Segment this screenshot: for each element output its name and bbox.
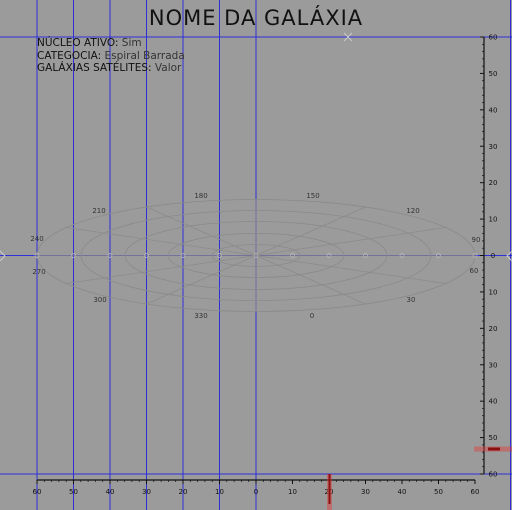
center-line-tick: [217, 253, 222, 258]
angle-label: 210: [92, 207, 105, 215]
info-row-satellites: GALÁXIAS SATÉLITES: Valor: [37, 62, 185, 75]
center-line-tick: [144, 253, 149, 258]
right-axis-label: 0: [491, 252, 495, 260]
right-axis-label: 10: [489, 288, 498, 296]
center-line-tick: [34, 253, 40, 258]
position-markers[interactable]: [327, 446, 512, 510]
center-line-tick: [71, 253, 76, 258]
bottom-axis-label: 60: [33, 488, 42, 496]
center-line-tick: [253, 253, 259, 258]
bottom-axis-label: 30: [142, 488, 151, 496]
right-axis-label: 40: [489, 398, 498, 406]
polar-spoke: [255, 255, 446, 284]
right-axis-label: 60: [489, 471, 498, 479]
right-axis-label: 30: [489, 361, 498, 369]
right-axis-label: 50: [489, 434, 498, 442]
bottom-axis-label: 40: [106, 488, 115, 496]
center-line-tick: [290, 253, 295, 258]
angle-labels: 0 30 60 90 120 150 180 210 240 270 300 330: [30, 192, 480, 320]
info-panel: NÚCLEO ATIVO: Sim CATEGOCIA: Espiral Bar…: [37, 37, 185, 75]
right-marker: [488, 447, 500, 451]
center-line-tick: [107, 253, 113, 258]
galaxy-name-title: NOME DA GALÁXIA: [148, 6, 364, 30]
bottom-axis-label: 20: [179, 488, 188, 496]
polar-spoke: [255, 227, 446, 256]
info-label-category: CATEGOCIA:: [37, 49, 102, 62]
bottom-axis-label: 50: [69, 488, 78, 496]
polar-spoke: [255, 255, 366, 305]
bottom-axis-label: 10: [288, 488, 297, 496]
right-axis-label: 10: [489, 216, 498, 224]
info-value-satellites: Valor: [154, 62, 182, 74]
info-value-nucleus: Sim: [121, 37, 142, 49]
angle-label: 0: [310, 312, 314, 320]
right-axis-label: 50: [489, 70, 498, 78]
angle-label: 150: [306, 192, 319, 200]
angle-label: 90: [472, 236, 481, 244]
info-label-nucleus: NÚCLEO ATIVO:: [37, 37, 119, 49]
angle-label: 270: [32, 268, 45, 276]
edge-arrow-icon: [0, 250, 512, 262]
center-line-tick: [180, 253, 186, 258]
info-row-category: CATEGOCIA: Espiral Barrada: [37, 50, 185, 63]
right-axis: 60 50 40 30 20 10 0 10 20 30 40 50 60: [480, 34, 497, 479]
angle-label: 240: [30, 235, 43, 243]
center-line-tick: [363, 253, 368, 258]
right-axis-label: 60: [489, 34, 498, 42]
polar-spoke: [146, 206, 257, 256]
right-axis-label: 30: [489, 143, 498, 151]
center-line-tick: [436, 253, 441, 258]
info-value-category: Espiral Barrada: [104, 49, 185, 62]
bottom-marker: [328, 474, 331, 504]
polar-spoke: [255, 206, 366, 256]
polar-spoke: [66, 255, 257, 284]
info-row-nucleus: NÚCLEO ATIVO: Sim: [37, 37, 185, 50]
bottom-axis-label: 30: [361, 488, 370, 496]
angle-label: 180: [194, 192, 207, 200]
angle-label: 330: [194, 312, 207, 320]
angle-label: 30: [407, 296, 416, 304]
bottom-axis-label: 0: [254, 488, 258, 496]
angle-label: 60: [470, 267, 479, 275]
bottom-axis-label: 50: [434, 488, 443, 496]
polar-grid: [36, 199, 476, 312]
angle-label: 300: [93, 296, 106, 304]
right-axis-label: 20: [489, 179, 498, 187]
bottom-axis-label: 40: [398, 488, 407, 496]
bottom-axis-label: 60: [471, 488, 480, 496]
right-axis-label: 20: [489, 325, 498, 333]
angle-label: 120: [406, 207, 419, 215]
center-line-tick: [472, 253, 478, 258]
center-line-tick: [399, 253, 405, 258]
center-line-tick: [326, 253, 332, 258]
polar-spoke: [146, 255, 257, 305]
right-axis-label: 40: [489, 106, 498, 114]
bottom-axis-label: 10: [215, 488, 224, 496]
crosshair-icon: [343, 32, 353, 42]
polar-spoke: [66, 227, 257, 256]
info-label-satellites: GALÁXIAS SATÉLITES:: [37, 62, 152, 74]
